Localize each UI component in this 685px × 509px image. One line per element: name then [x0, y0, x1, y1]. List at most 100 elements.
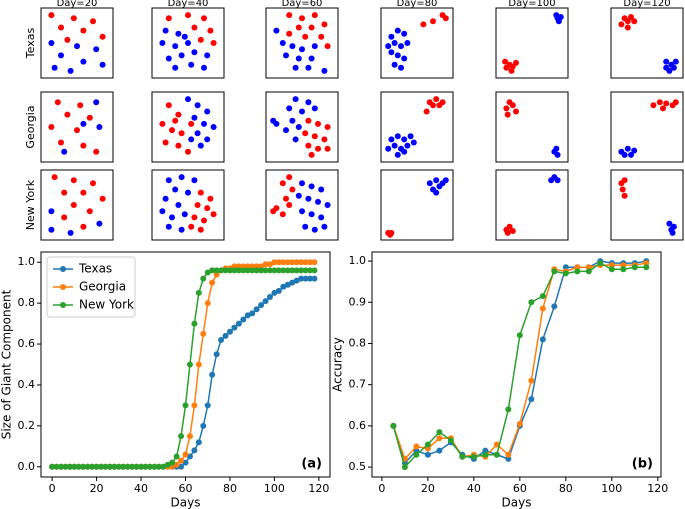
panel-title: Day=100 [508, 0, 555, 9]
node-dot [624, 24, 631, 31]
node-dot [90, 18, 96, 25]
point [75, 463, 82, 470]
node-dot [509, 102, 516, 109]
node-dot [159, 208, 166, 215]
node-dot [394, 151, 401, 158]
panel-frame [380, 169, 454, 241]
node-dot [286, 105, 293, 112]
node-dot [185, 189, 191, 196]
node-dot [321, 136, 328, 143]
node-dot [292, 64, 299, 71]
node-dot [324, 43, 331, 50]
point [459, 453, 466, 460]
point [275, 259, 282, 266]
point [102, 463, 109, 470]
point [186, 433, 193, 440]
node-dot [503, 105, 510, 112]
node-dot [80, 27, 87, 34]
node-dot [656, 99, 663, 106]
node-dot [388, 136, 395, 143]
point [298, 275, 305, 282]
point [574, 264, 581, 271]
point [643, 264, 650, 271]
point [401, 464, 408, 471]
node-dot [295, 55, 302, 62]
node-dot [181, 211, 188, 218]
point [240, 316, 247, 323]
node-dot [321, 21, 328, 28]
node-dot [175, 111, 182, 118]
node-dot [663, 58, 670, 65]
node-dot [194, 102, 201, 109]
point [124, 463, 131, 470]
node-dot [279, 180, 286, 187]
node-dot [394, 27, 401, 34]
point [146, 463, 153, 470]
node-dot [311, 133, 318, 140]
node-dot [283, 52, 289, 59]
point [204, 300, 211, 307]
panel-frame [495, 7, 569, 79]
node-dot [302, 130, 309, 137]
point [178, 433, 185, 440]
point [191, 447, 198, 454]
node-dot [311, 105, 318, 112]
row-label: Texas [24, 28, 37, 60]
node-dot [308, 55, 315, 62]
point [138, 463, 145, 470]
node-dot [86, 208, 93, 215]
panel-title: Day=80 [397, 0, 438, 9]
node-dot [283, 195, 289, 202]
node-dot [61, 148, 68, 155]
point [551, 303, 558, 310]
point [222, 332, 229, 339]
node-dot [273, 27, 280, 34]
node-dot [669, 229, 676, 236]
node-dot [210, 211, 217, 218]
node-dot [324, 202, 331, 208]
node-dot [553, 145, 560, 152]
node-dot [292, 96, 299, 103]
node-dot [204, 205, 211, 212]
point [262, 298, 269, 305]
node-dot [188, 136, 195, 143]
y-tick-label: 1.0 [18, 255, 36, 268]
node-dot [436, 183, 443, 190]
panel-frame [151, 7, 225, 79]
node-dot [401, 136, 408, 143]
node-dot [51, 64, 58, 71]
point [298, 259, 305, 266]
point [436, 429, 443, 436]
node-dot [64, 111, 71, 118]
node-dot [70, 15, 77, 22]
node-dot [433, 177, 440, 184]
node-dot [295, 192, 302, 199]
legend-marker [60, 302, 66, 308]
node-dot [504, 229, 511, 236]
point [253, 267, 260, 274]
point [597, 260, 604, 267]
node-dot [663, 64, 670, 71]
node-dot [273, 120, 280, 127]
point [80, 463, 87, 470]
x-tick-label: 40 [467, 482, 481, 495]
node-dot [283, 127, 289, 134]
node-dot [185, 12, 191, 19]
node-dot [670, 64, 677, 71]
node-dot [210, 124, 217, 130]
node-dot [201, 15, 207, 22]
node-dot [631, 18, 638, 25]
node-dot [185, 148, 191, 155]
node-dot [308, 211, 315, 218]
node-dot [185, 96, 191, 103]
node-dot [407, 133, 414, 140]
point [218, 336, 225, 343]
y-tick-label: 1.0 [349, 254, 367, 267]
point [293, 267, 300, 274]
node-dot [175, 202, 182, 208]
node-dot [165, 223, 172, 230]
point [173, 453, 180, 460]
node-dot [201, 64, 207, 71]
node-dot [80, 142, 87, 149]
node-dot [423, 108, 430, 115]
